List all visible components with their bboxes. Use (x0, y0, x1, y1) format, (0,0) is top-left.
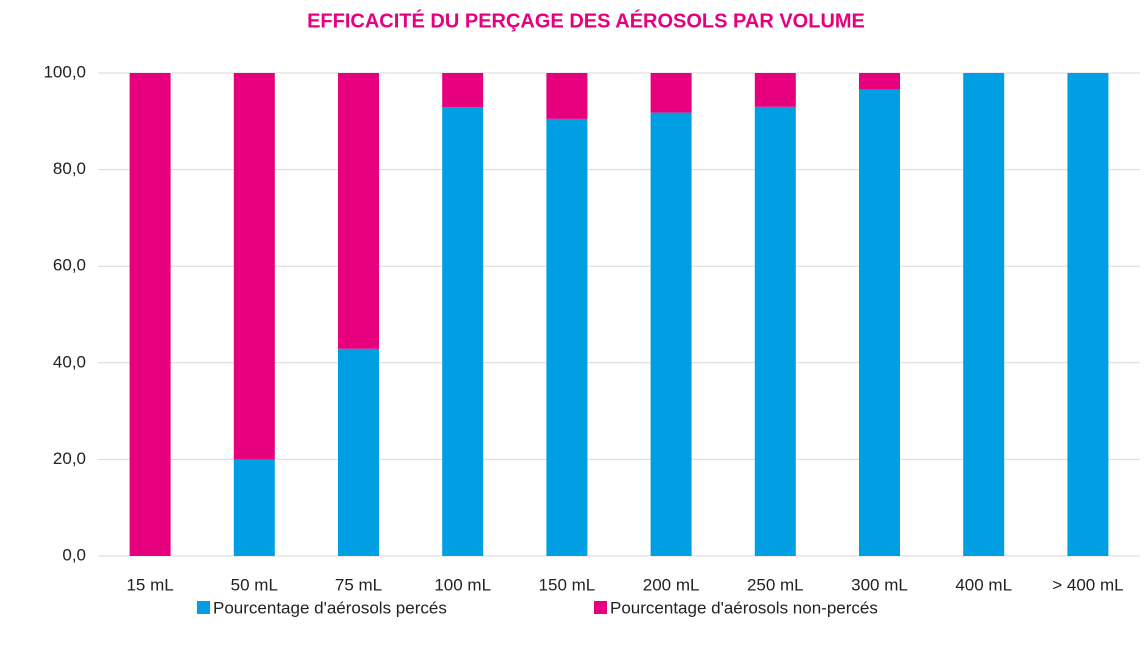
x-tick-label: 75 mL (335, 575, 382, 594)
y-tick-label: 80,0 (53, 159, 86, 178)
bar-segment (754, 106, 796, 556)
legend-label: Pourcentage d'aérosols percés (213, 598, 447, 617)
x-tick-label: 200 mL (643, 575, 700, 594)
x-tick-label: 150 mL (539, 575, 596, 594)
y-tick-label: 60,0 (53, 256, 86, 275)
x-tick-label: > 400 mL (1052, 575, 1123, 594)
x-tick-label: 250 mL (747, 575, 804, 594)
bar-segment (963, 73, 1005, 556)
x-tick-label: 15 mL (126, 575, 173, 594)
x-tick-label: 400 mL (955, 575, 1012, 594)
y-tick-label: 0,0 (62, 545, 86, 564)
bar-segment (754, 73, 796, 107)
bar-segment (1067, 73, 1109, 556)
bar-segment (233, 73, 275, 460)
bar-segment (859, 73, 900, 90)
x-tick-label: 100 mL (434, 575, 491, 594)
x-tick-label: 300 mL (851, 575, 908, 594)
bar-segment (129, 73, 171, 556)
bar-segment (650, 112, 692, 556)
bar-segment (859, 89, 900, 556)
legend-label: Pourcentage d'aérosols non-percés (610, 598, 878, 617)
bar-segment (338, 348, 379, 556)
chart-title: EFFICACITÉ DU PERÇAGE DES AÉROSOLS PAR V… (307, 9, 865, 32)
y-tick-label: 20,0 (53, 449, 86, 468)
legend-swatch (594, 601, 607, 614)
y-tick-label: 40,0 (53, 352, 86, 371)
bar-segment (233, 459, 275, 556)
bar-segment (546, 118, 588, 556)
bar-segment (650, 73, 692, 113)
bar-segment (338, 73, 379, 349)
bar-segment (442, 107, 484, 556)
bar-segment (546, 73, 588, 119)
bar-segment (442, 73, 484, 108)
legend-swatch (197, 601, 210, 614)
y-tick-label: 100,0 (43, 62, 86, 81)
x-tick-label: 50 mL (231, 575, 278, 594)
